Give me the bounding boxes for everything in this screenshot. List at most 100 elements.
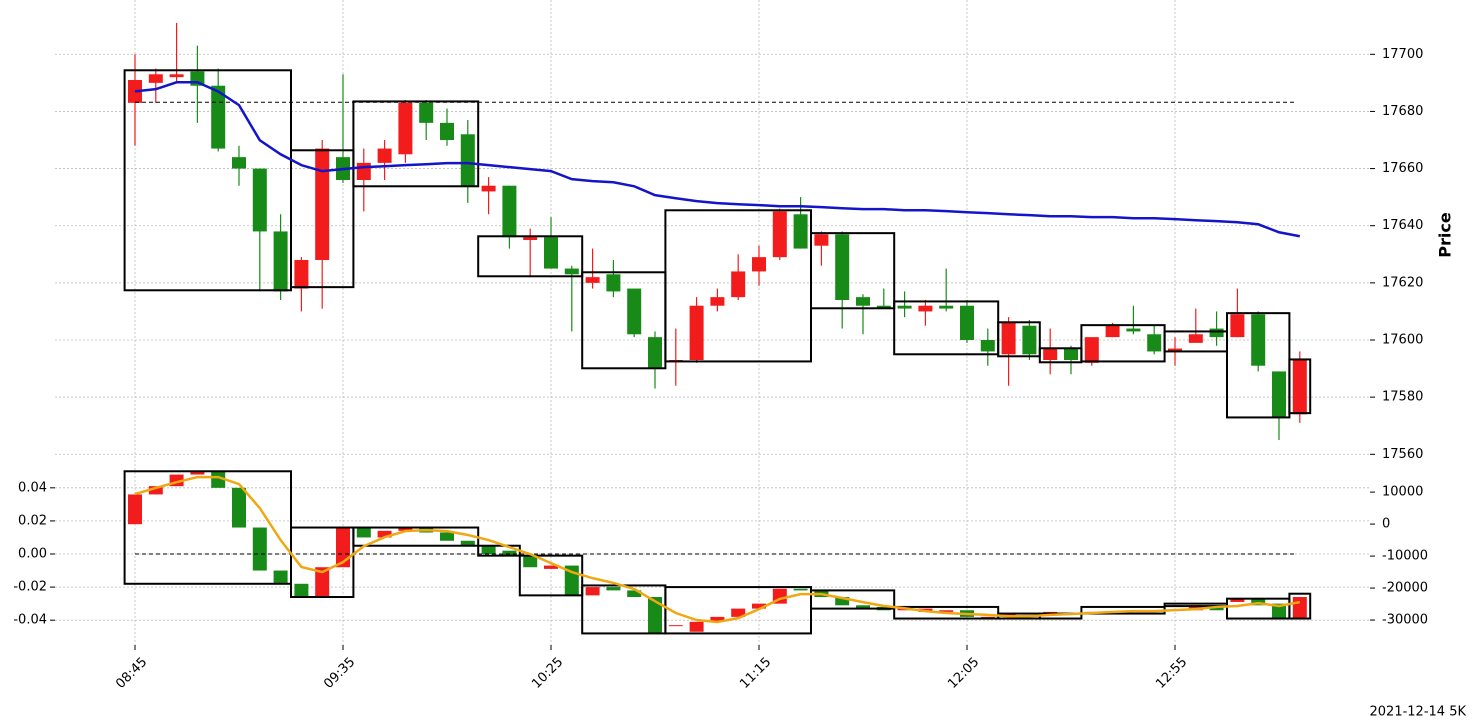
y-axis-label: Price [1436, 212, 1455, 258]
candle-body [211, 85, 226, 149]
candle-body [398, 527, 413, 531]
candle-body [606, 274, 621, 292]
candle-body [1188, 334, 1203, 343]
candle-body [1272, 371, 1286, 418]
candle-body [564, 268, 579, 275]
candle-body [273, 231, 288, 292]
candle-body [939, 305, 954, 309]
candle-body [980, 340, 995, 352]
candle-body [1292, 597, 1307, 619]
candle-body [835, 234, 850, 300]
x-tick-label: 09:35 [321, 655, 358, 692]
candle-body [419, 102, 434, 123]
candle-body [980, 616, 995, 618]
y-tick-label: 0.02 [18, 513, 47, 528]
candle-body [648, 597, 662, 634]
range-box [290, 526, 355, 599]
candle-body [190, 471, 205, 475]
candle-body [876, 305, 891, 309]
candle-body [752, 257, 766, 272]
candle-body [1230, 314, 1245, 338]
candle-body [1064, 348, 1078, 360]
candle-body [1272, 603, 1286, 619]
candle-body [1188, 605, 1203, 611]
range-box [1288, 358, 1312, 415]
candle-body [1209, 328, 1224, 338]
x-tick-label: 11:15 [737, 655, 774, 692]
candle-body [315, 567, 330, 598]
candle-body [752, 603, 766, 609]
range-box [290, 149, 355, 289]
candle-body [169, 74, 184, 78]
y-tick-label: -0.02 [13, 580, 47, 595]
candle-body [897, 305, 912, 309]
candle-body [793, 588, 808, 591]
candle-body [710, 616, 725, 622]
range-box [997, 321, 1041, 358]
x-tick-label: 10:25 [529, 655, 566, 692]
candle-body [960, 305, 974, 340]
candle-body [356, 527, 371, 538]
line [134, 475, 1301, 624]
y-tick-label: 17620 [1382, 275, 1423, 290]
candle-body [523, 237, 538, 240]
candle-body [460, 540, 475, 546]
y-tick-label: 17580 [1382, 390, 1423, 405]
candle-body [252, 527, 267, 571]
candle-body [648, 337, 662, 369]
candle-body [148, 486, 163, 495]
candle-body [814, 234, 829, 246]
candle-body [128, 494, 142, 525]
candle-body [398, 102, 413, 155]
candle-body [377, 530, 392, 538]
candle-body [481, 545, 496, 554]
candle-body [606, 587, 621, 591]
candle-body [772, 211, 787, 258]
y-tick-label: 0.04 [18, 480, 47, 495]
candle-body [294, 583, 309, 598]
candle-body [856, 297, 870, 306]
x-tick-label: 12:05 [945, 655, 982, 692]
candle-body [689, 621, 704, 632]
y-tick-label: 0.00 [18, 547, 47, 562]
candle-body [169, 474, 184, 487]
y-tick-label: 17560 [1382, 447, 1423, 462]
candle-body [1168, 348, 1182, 352]
line [134, 81, 1301, 238]
candle-body [273, 570, 288, 584]
y-tick-label: 17680 [1382, 104, 1423, 119]
range-box [1288, 592, 1312, 620]
candle-body [502, 550, 517, 556]
y-tick-label: -30000 [1382, 613, 1428, 628]
candle-body [1230, 598, 1245, 602]
range-box [352, 100, 480, 188]
candle-body [211, 471, 226, 488]
candle-body [460, 134, 475, 186]
candle-body [918, 305, 933, 312]
y-tick-label: -20000 [1382, 581, 1428, 596]
candle-body [1043, 348, 1058, 360]
candle-body [627, 288, 642, 335]
candle-body [835, 597, 850, 606]
candle-body [793, 214, 808, 249]
candle-body [232, 157, 246, 169]
candle-body [1022, 325, 1037, 355]
candle-body [252, 168, 267, 232]
candle-body [502, 185, 517, 238]
y-tick-label: 10000 [1382, 485, 1423, 500]
candle-body [377, 148, 392, 163]
y-tick-label: 17640 [1382, 218, 1423, 233]
candle-body [440, 532, 454, 541]
candle-body [544, 237, 558, 269]
y-tick-label: -10000 [1382, 549, 1428, 564]
range-box [477, 235, 584, 278]
y-tick-label: -0.04 [13, 613, 47, 628]
candle-body [731, 271, 746, 298]
candle-body [1001, 322, 1016, 355]
candle-body [481, 185, 496, 192]
candle-body [1292, 360, 1307, 415]
candle-body [668, 625, 683, 627]
candle-body [1105, 325, 1120, 338]
candle-body [689, 305, 704, 360]
